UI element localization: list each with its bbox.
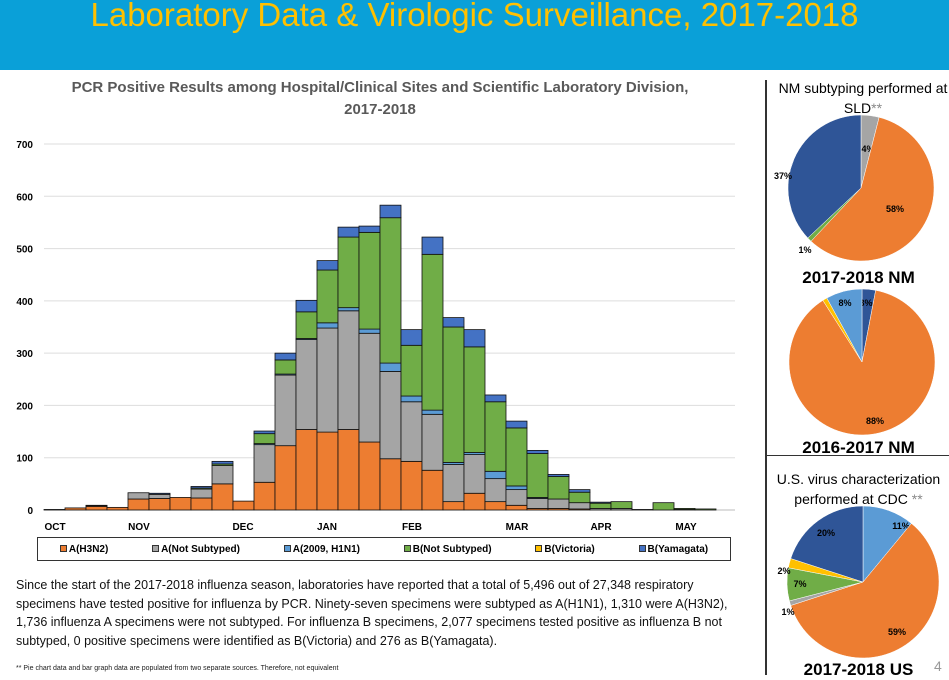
bar-segment <box>442 317 465 328</box>
pie-label: 58% <box>886 204 904 214</box>
bar-chart: 0 100 200 300 400 500 600 700 OCT NOV DEC JAN FEB MAR… <box>16 140 735 530</box>
header-banner: Laboratory Data & Virologic Surveillance… <box>0 0 949 70</box>
x-tick-label: MAY <box>675 522 697 530</box>
y-tick-label: 100 <box>16 454 33 465</box>
bar-segment <box>547 474 570 477</box>
pie2-label: 2016-2017 NM <box>802 438 915 457</box>
y-tick-label: 300 <box>16 349 33 360</box>
pie3-label: 2017-2018 US <box>803 660 914 679</box>
pie-label: 11% <box>892 521 910 531</box>
legend-label: B(Not Subtyped) <box>412 543 492 555</box>
x-tick-label: FEB <box>402 522 422 530</box>
pie-label: 1% <box>798 245 811 255</box>
bar-segment <box>568 489 591 493</box>
pie3-title: U.S. virus characterization performed at… <box>768 469 949 509</box>
y-tick-label: 700 <box>16 140 33 151</box>
bar-segment <box>484 394 507 403</box>
y-tick-label: 0 <box>27 506 33 517</box>
pie-label: 59% <box>888 627 906 637</box>
pie1-label: 2017-2018 NM <box>802 268 915 287</box>
y-tick-label: 600 <box>16 192 33 203</box>
bar-segment <box>463 329 486 348</box>
pie-slice <box>787 114 862 239</box>
x-tick-label: OCT <box>44 522 65 530</box>
summary-paragraph: Since the start of the 2017-2018 influen… <box>16 578 728 648</box>
bar-segment <box>610 501 633 509</box>
pie-label: 37% <box>774 171 792 181</box>
pie-label: 8% <box>838 298 851 308</box>
page-number: 4 <box>934 658 942 674</box>
legend-item: B(Victoria) <box>535 543 595 555</box>
legend-swatch <box>535 545 543 553</box>
slide-title: Laboratory Data & Virologic Surveillance… <box>90 0 859 33</box>
y-tick-label: 200 <box>16 401 33 412</box>
footnote: ** Pie chart data and bar graph data are… <box>16 665 339 672</box>
legend-item: A(Not Subtyped) <box>152 544 240 555</box>
bar-segment <box>148 492 171 495</box>
chart-legend: A(H3N2) A(Not Subtyped) A(2009, H1N1) B(Not… <box>37 537 731 561</box>
pie1-title-text: NM subtyping performed at SLD <box>778 80 948 116</box>
pie-slice <box>790 523 940 659</box>
legend-swatch <box>403 545 411 553</box>
pie-label: 7% <box>793 579 806 589</box>
legend-label: A(Not Subtyped) <box>161 543 240 555</box>
pie1-title: NM subtyping performed at SLD** <box>778 78 948 118</box>
bar-segment <box>652 502 675 511</box>
y-tick-label: 500 <box>16 245 33 256</box>
bar-segment <box>505 420 528 429</box>
bar-segment <box>379 204 402 219</box>
y-tick-label: 400 <box>16 297 33 308</box>
legend-label: A(2009, H1N1) <box>292 543 360 555</box>
legend-swatch <box>59 545 67 553</box>
x-tick-label: DEC <box>232 522 253 530</box>
pie-label: 3% <box>859 298 872 308</box>
legend-item: A(H3N2) <box>59 543 109 555</box>
pie-slice <box>790 505 864 583</box>
bar-segment <box>85 504 108 507</box>
bar-segment <box>694 508 717 511</box>
legend-swatch <box>638 545 646 553</box>
footnote-mark: ** <box>871 100 883 116</box>
x-tick-label: NOV <box>128 522 150 530</box>
legend-label: A(H3N2) <box>68 543 109 555</box>
bar-segment <box>526 449 549 454</box>
pie-label: 2% <box>777 566 790 576</box>
pie-label: 1% <box>781 607 794 617</box>
x-tick-label: MAR <box>506 522 530 530</box>
legend-item: B(Not Subtyped) <box>403 543 492 555</box>
pie-label: 4% <box>861 144 874 154</box>
legend-label: B(Victoria) <box>544 543 595 555</box>
pie3-title-text: U.S. virus characterization performed at… <box>776 471 941 507</box>
legend-swatch <box>152 545 160 553</box>
legend-item: B(Yamagata) <box>638 543 709 555</box>
pie-slice <box>810 116 935 262</box>
footnote-mark: ** <box>911 491 923 507</box>
pie-label: 20% <box>817 528 835 538</box>
legend-swatch <box>283 545 291 553</box>
x-tick-label: APR <box>590 522 612 530</box>
divider <box>765 80 767 675</box>
pie-slice <box>788 289 936 436</box>
bar-segment <box>421 236 444 255</box>
chart-title: PCR Positive Results among Hospital/Clin… <box>71 79 689 118</box>
bar-segment <box>211 460 234 465</box>
legend-item: A(2009, H1N1) <box>283 543 360 555</box>
divider <box>766 455 949 456</box>
x-tick-label: JAN <box>317 522 337 530</box>
legend-label: B(Yamagata) <box>647 543 709 555</box>
pie-label: 88% <box>866 416 884 426</box>
pie-slice <box>826 288 863 363</box>
